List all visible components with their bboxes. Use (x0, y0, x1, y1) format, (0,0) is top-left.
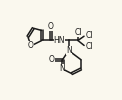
Text: O: O (49, 55, 55, 64)
Text: HN: HN (54, 36, 65, 45)
Text: Cl: Cl (86, 42, 93, 51)
Text: N: N (66, 46, 72, 55)
Text: O: O (48, 22, 54, 31)
Text: N: N (60, 64, 65, 74)
Text: Cl: Cl (86, 31, 93, 40)
Text: Cl: Cl (74, 28, 82, 37)
Text: O: O (28, 41, 34, 50)
